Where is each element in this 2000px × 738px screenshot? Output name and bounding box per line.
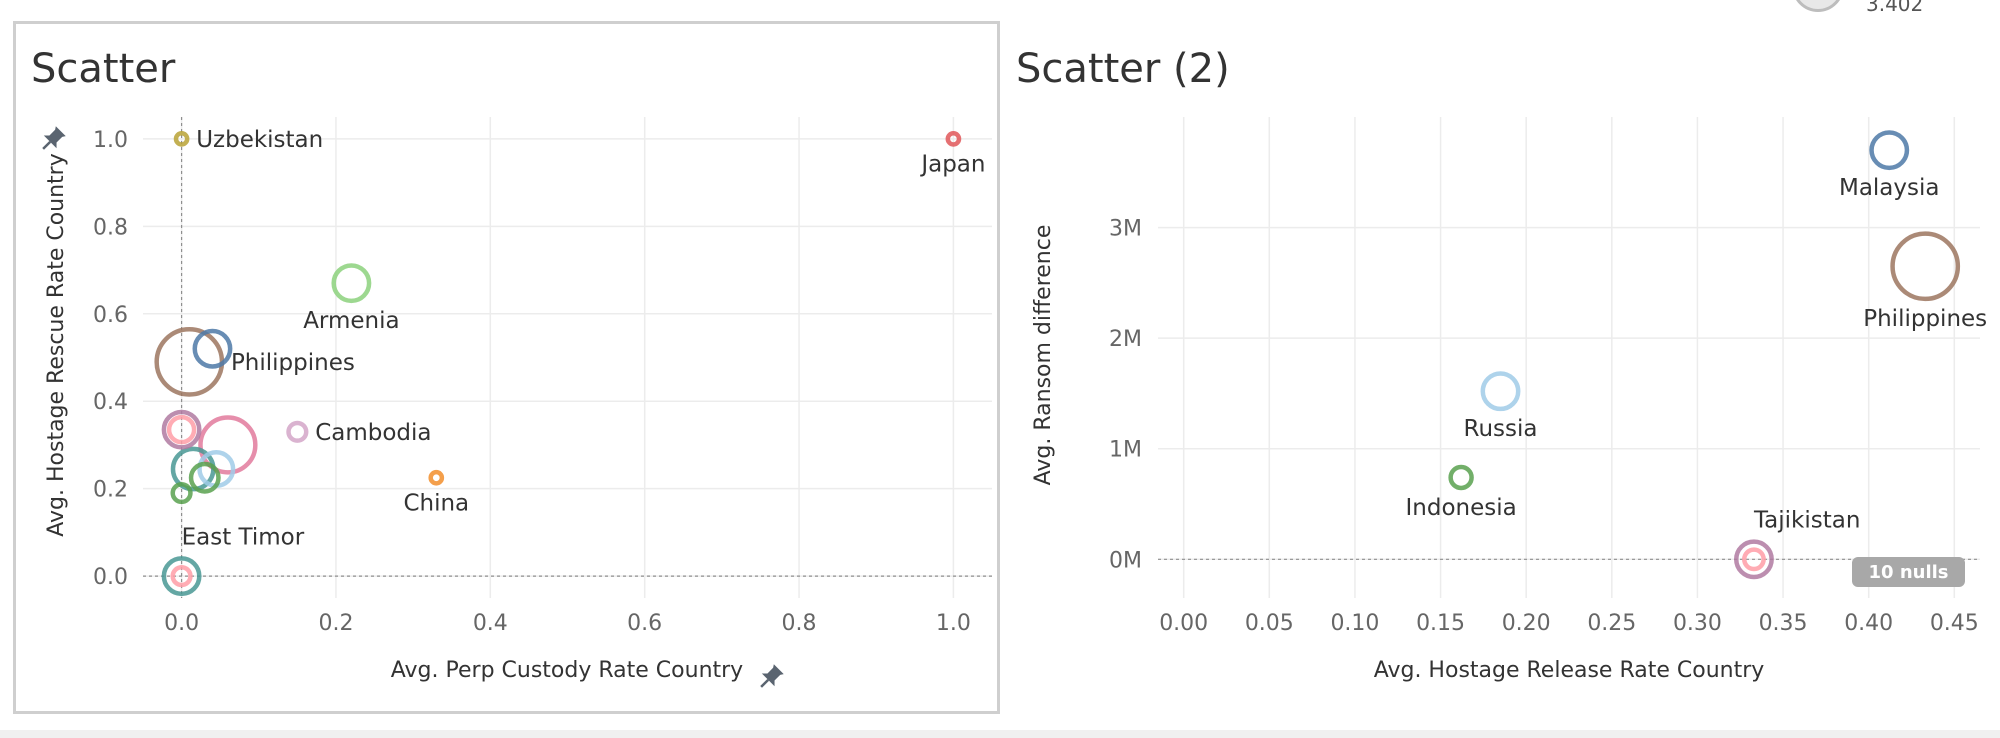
left-y-tick-label: 0.2 (93, 478, 128, 503)
left-x-tick-label: 0.0 (164, 611, 199, 636)
left-chart-title: Scatter (31, 46, 176, 92)
right-malaysia-mark[interactable] (1869, 130, 1910, 171)
right-russia-mark[interactable] (1480, 371, 1521, 412)
left-china-mark[interactable] (428, 469, 445, 486)
left-y-tick-label: 0.0 (93, 565, 128, 590)
left-x-tick-label: 1.0 (936, 611, 971, 636)
right-point-label: Malaysia (1839, 175, 1940, 201)
right-y-tick-label: 1M (1109, 438, 1142, 463)
left-x-tick-label: 0.2 (318, 611, 353, 636)
right-x-tick-label: 0.05 (1245, 611, 1294, 636)
right-indonesia-mark[interactable] (1448, 464, 1474, 491)
left-cambodia-mark[interactable] (286, 420, 309, 443)
left-x-tick-label: 0.4 (473, 611, 508, 636)
right-y-tick-label: 3M (1109, 217, 1142, 242)
left-scatter-mark[interactable] (198, 415, 258, 475)
left-point-label: Philippines (231, 350, 355, 376)
left-point-label: Uzbekistan (196, 127, 323, 153)
right-point-label: Philippines (1863, 306, 1987, 332)
left-scatter-mark[interactable] (192, 328, 233, 369)
right-x-tick-label: 0.35 (1759, 611, 1808, 636)
right-x-tick-label: 0.15 (1416, 611, 1465, 636)
right-chart-title: Scatter (2) (1016, 46, 1230, 92)
right-philippines-mark[interactable] (1890, 231, 1961, 302)
left-y-tick-label: 0.8 (93, 215, 128, 240)
left-scatter-mark[interactable] (166, 414, 197, 445)
dashboard-bottom-strip (0, 730, 2000, 738)
left-y-tick-label: 0.4 (93, 390, 128, 415)
right-x-tick-label: 0.20 (1502, 611, 1551, 636)
left-scatter-mark[interactable] (170, 481, 193, 505)
right-x-tick-label: 0.10 (1330, 611, 1379, 636)
right-x-tick-label: 0.30 (1673, 611, 1722, 636)
left-y-tick-label: 1.0 (93, 128, 128, 153)
left-point-label: Armenia (303, 308, 399, 334)
left-point-label: Cambodia (315, 420, 431, 446)
left-x-tick-label: 0.8 (782, 611, 817, 636)
right-x-tick-label: 0.00 (1159, 611, 1208, 636)
right-y-tick-label: 2M (1109, 327, 1142, 352)
left-y-axis-title: Avg. Hostage Rescue Rate Country (44, 153, 69, 537)
left-point-label: China (403, 490, 469, 516)
nulls-indicator-badge[interactable] (1852, 557, 1965, 587)
left-scatter-mark[interactable] (161, 409, 202, 450)
left-philippines-mark[interactable] (154, 326, 225, 397)
right-tajikistan-mark[interactable] (1734, 539, 1774, 580)
pin-x-axis-icon[interactable] (755, 663, 785, 693)
right-x-axis-title: Avg. Hostage Release Rate Country (1374, 658, 1765, 683)
left-armenia-mark[interactable] (331, 263, 372, 304)
right-y-axis-title: Avg. Ransom difference (1031, 225, 1056, 486)
right-point-label: Tajikistan (1753, 508, 1861, 534)
right-point-label: Russia (1464, 416, 1538, 442)
size-legend-value: 3.402 (1866, 0, 1924, 16)
left-uzbekistan-mark[interactable] (173, 131, 190, 147)
left-japan-mark[interactable] (945, 131, 962, 147)
right-x-tick-label: 0.25 (1587, 611, 1636, 636)
left-scatter-mark[interactable] (188, 461, 221, 494)
left-point-label: Japan (919, 151, 985, 177)
left-scatter-mark[interactable] (170, 565, 193, 588)
left-x-axis-title: Avg. Perp Custody Rate Country (391, 658, 743, 683)
right-y-tick-label: 0M (1109, 548, 1142, 573)
nulls-indicator-text: 10 nulls (1869, 562, 1949, 583)
pin-y-axis-icon[interactable] (37, 125, 67, 155)
left-x-tick-label: 0.6 (627, 611, 662, 636)
right-x-tick-label: 0.40 (1844, 611, 1893, 636)
right-scatter-mark[interactable] (1742, 547, 1766, 572)
left-point-label: East Timor (182, 524, 305, 550)
right-x-tick-label: 0.45 (1930, 611, 1979, 636)
right-point-label: Indonesia (1405, 495, 1516, 521)
left-y-tick-label: 0.6 (93, 303, 128, 328)
left-east-timor-mark[interactable] (161, 556, 202, 597)
